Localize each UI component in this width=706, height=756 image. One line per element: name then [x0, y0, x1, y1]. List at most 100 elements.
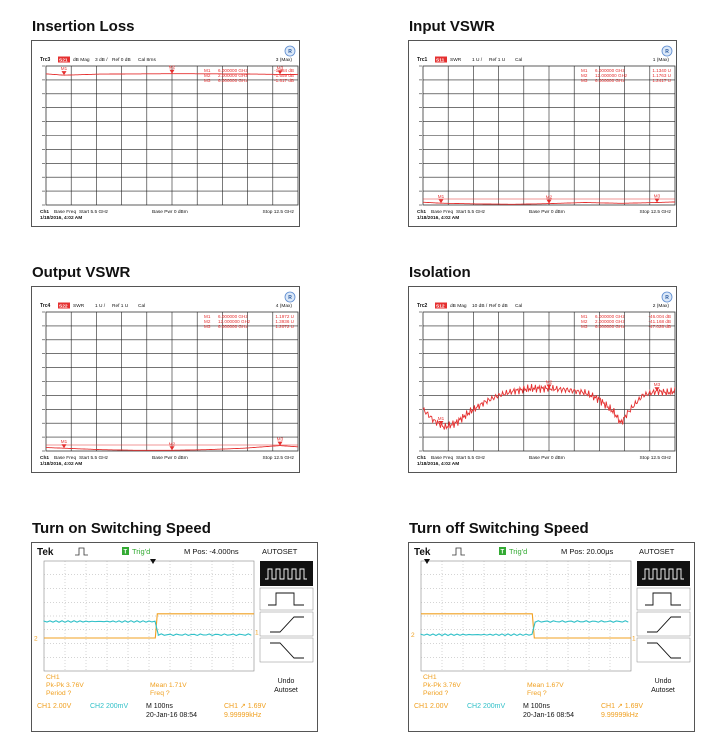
- marker-name: M2: [581, 319, 588, 324]
- base-freq: Base Freq: [54, 209, 76, 215]
- timestamp: 1/18/2016, 4:02 AM: [40, 215, 82, 221]
- scope-date: 20-Jan-16 08:54: [523, 712, 574, 719]
- rise-edge-box: [636, 611, 691, 637]
- trace-line: [46, 73, 298, 76]
- ch2-marker: 2: [411, 632, 415, 639]
- marker-value: 1.1763 U: [652, 73, 671, 78]
- undo-autoset-label: Autoset: [274, 687, 298, 694]
- multi-pulse-icon: [642, 568, 684, 580]
- trace-id: Trc3: [40, 57, 51, 63]
- marker-value: -46.004 dB: [649, 314, 671, 319]
- base-pwr: Base Pwr 0 dBm: [529, 209, 565, 215]
- trig-level: CH1 ↗ 1.69V: [224, 703, 266, 710]
- fall-edge-icon: [647, 642, 681, 659]
- autoset-label: AUTOSET: [262, 547, 298, 556]
- stop-freq: Stop 12.5 GHz: [640, 209, 672, 215]
- ch2-marker: 2: [34, 636, 38, 643]
- marker-count: 3 (Max): [276, 57, 293, 63]
- scope-chart-turn-off: Tek T Trig'd M Pos: 20.00μs AUTOSET 2 1 Undo Aut…: [409, 543, 694, 731]
- marker-label: M3: [654, 382, 661, 387]
- stop-freq: Stop 12.5 GHz: [263, 209, 295, 215]
- time-scale: M 100ns: [523, 703, 550, 710]
- marker-triangle: [654, 198, 660, 203]
- vna-panel-insertion-loss: Trc3 S21 dB Mag 3 dB / Ref 0 dB Cal 8rns 3 (Ma…: [31, 40, 300, 227]
- marker-label: M1: [61, 66, 68, 71]
- marker-triangle: [654, 387, 660, 392]
- ref-label: Ref 1 U: [112, 303, 129, 309]
- ch1-trace: [421, 613, 631, 639]
- scale-label: 10 dB /: [472, 303, 488, 309]
- trace-badge: S11: [436, 57, 445, 63]
- undo-label: Undo: [655, 678, 672, 685]
- marker-count: 2 (Max): [653, 303, 670, 309]
- marker-value: -1.659 dB: [274, 73, 294, 78]
- marker-count: 4 (Max): [276, 303, 293, 309]
- marker-label: M3: [654, 193, 661, 198]
- trace-badge: S22: [59, 303, 68, 309]
- marker-freq: 6.000000 GHz: [218, 68, 248, 73]
- m-pos: M Pos: -4.000ns: [184, 547, 239, 556]
- marker-label: M1: [438, 194, 445, 199]
- vna-panel-isolation: Trc2 S12 dB Mag 10 dB / Ref 0 dB Cal 2 (Max) R M…: [408, 286, 677, 473]
- trig-t-label: T: [124, 550, 128, 556]
- marker-count: 1 (Max): [653, 57, 670, 63]
- marker-label: M2: [546, 379, 553, 384]
- start-freq: Start 5.5 GHz: [79, 455, 109, 461]
- trace-badge-bg: [435, 56, 447, 63]
- format-label: SWR: [450, 57, 462, 63]
- rs-logo-icon: [284, 291, 296, 303]
- start-freq: Start 5.5 GHz: [79, 209, 109, 215]
- scope-panel-turn-off: Tek T Trig'd M Pos: 20.00μs AUTOSET 2 1 Undo Aut…: [408, 542, 695, 732]
- rs-logo-icon: [661, 291, 673, 303]
- trace-id: Trc4: [40, 303, 51, 309]
- marker-name: M2: [204, 73, 211, 78]
- timestamp: 1/18/2016, 4:02 AM: [417, 461, 459, 467]
- trig-state: Trig'd: [132, 547, 150, 556]
- marker-freq: 12.000000 GHz: [218, 319, 251, 324]
- scope-chart-turn-on: Tek T Trig'd M Pos: -4.000ns AUTOSET 2 1 Undo Au…: [32, 543, 317, 731]
- meas-pkpk: Pk-Pk 3.76V: [423, 682, 461, 689]
- fall-edge-icon: [270, 642, 304, 659]
- marker-triangle: [169, 69, 175, 74]
- marker-triangle: [277, 70, 283, 75]
- tek-brand: Tek: [414, 547, 431, 558]
- timestamp: 1/18/2016, 4:02 AM: [417, 215, 459, 221]
- vna-panel-input-vswr: Trc1 S11 SWR 1 U / Ref 1 U Cal 1 (Max) R M1 6.000…: [408, 40, 677, 227]
- isolation-title: Isolation: [409, 264, 471, 281]
- trig-freq: 9.99999kHz: [224, 712, 262, 719]
- rs-logo-text: R: [665, 295, 669, 301]
- marker-value: 1.2072 U: [275, 324, 294, 329]
- vna-chart-output-vswr: Trc4 S22 SWR 1 U / Ref 1 U Cal 4 (Max) R M1 6.000…: [40, 291, 299, 467]
- trig-indicator-icon: [122, 547, 129, 555]
- cal-label: Cal 8rns: [138, 57, 156, 63]
- marker-name: M1: [581, 314, 588, 319]
- tek-brand: Tek: [37, 547, 54, 558]
- base-freq: Base Freq: [431, 455, 453, 461]
- marker-triangle: [438, 199, 444, 204]
- marker-triangle: [277, 441, 283, 446]
- ref-label: Ref 0 dB: [112, 57, 131, 63]
- scope-panel-turn-on: Tek T Trig'd M Pos: -4.000ns AUTOSET 2 1 Undo Au…: [31, 542, 318, 732]
- ch-label: Ch1: [417, 209, 426, 215]
- meas-pkpk: Pk-Pk 3.76V: [46, 682, 84, 689]
- rs-logo-text: R: [665, 49, 669, 55]
- marker-name: M3: [204, 78, 211, 83]
- trace-badge-bg: [435, 302, 447, 309]
- trigger-arrow-icon: [150, 559, 156, 564]
- base-pwr: Base Pwr 0 dBm: [529, 455, 565, 461]
- marker-freq: 2.000000 GHz: [595, 319, 625, 324]
- output-vswr-title: Output VSWR: [32, 264, 131, 281]
- pulse-icon: [75, 547, 88, 556]
- insertion-loss-title: Insertion Loss: [32, 18, 135, 35]
- marker-label: M1: [438, 416, 445, 421]
- vna-chart-isolation: Trc2 S12 dB Mag 10 dB / Ref 0 dB Cal 2 (Max) R M…: [417, 291, 676, 467]
- meas-mean: Mean 1.67V: [527, 682, 564, 689]
- marker-triangle: [169, 446, 175, 451]
- timestamp: 1/18/2016, 4:02 AM: [40, 461, 82, 467]
- scale-label: 3 dB /: [95, 57, 108, 63]
- trig-state: Trig'd: [509, 547, 527, 556]
- vna-panel-output-vswr: Trc4 S22 SWR 1 U / Ref 1 U Cal 4 (Max) R M1 6.000…: [31, 286, 300, 473]
- format-label: dB Mag: [73, 57, 90, 63]
- rs-logo-icon: [284, 45, 296, 57]
- stop-freq: Stop 12.5 GHz: [263, 455, 295, 461]
